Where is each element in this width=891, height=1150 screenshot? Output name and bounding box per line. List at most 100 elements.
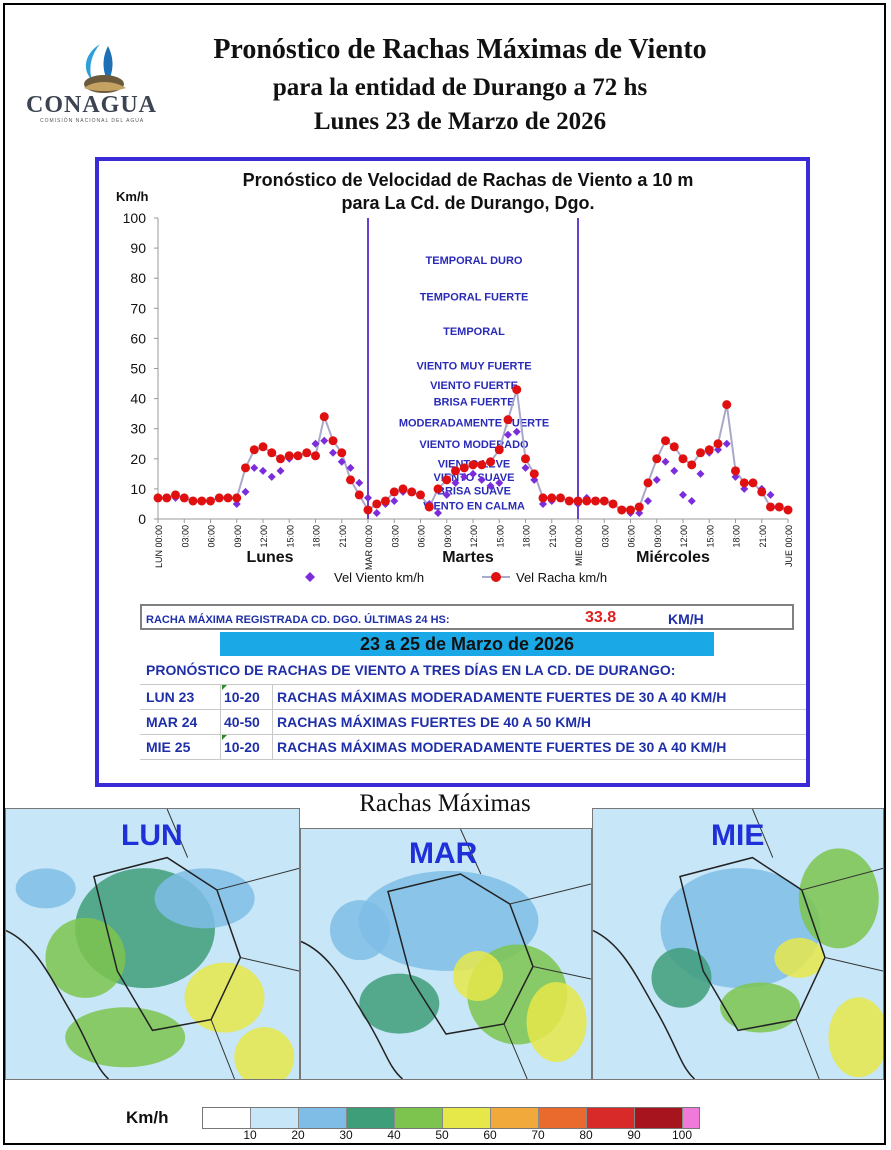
point-racha xyxy=(337,448,347,458)
point-viento xyxy=(460,472,469,481)
x-tick-label: JUE 00:00 xyxy=(784,525,794,567)
max-recorded-label: RACHA MÁXIMA REGISTRADA CD. DGO. ÚLTIMAS… xyxy=(146,614,450,626)
point-viento xyxy=(696,469,705,478)
colorbar-swatch xyxy=(347,1108,395,1128)
colorbar-tick-label: 50 xyxy=(435,1128,449,1142)
colorbar-swatch xyxy=(491,1108,539,1128)
logo-subtitle: COMISIÓN NACIONAL DEL AGUA xyxy=(40,118,145,124)
point-racha xyxy=(381,496,390,506)
point-racha xyxy=(652,454,662,464)
beaufort-label: TEMPORAL FUERTE xyxy=(420,291,529,303)
point-viento xyxy=(259,466,267,475)
page-frame xyxy=(3,3,886,1145)
point-racha xyxy=(503,415,513,425)
point-racha xyxy=(713,439,723,449)
forecast-range: 10-20 xyxy=(224,739,260,755)
point-racha xyxy=(188,496,198,506)
y-tick-label: 80 xyxy=(130,270,146,286)
colorbar-swatch xyxy=(443,1108,491,1128)
y-tick-label: 10 xyxy=(130,481,146,497)
forecast-row: MIE 25 10-20 RACHAS MÁXIMAS MODERADAMENT… xyxy=(140,734,806,760)
x-tick-label: 21:00 xyxy=(548,525,558,548)
y-tick-label: 40 xyxy=(130,391,146,407)
colorbar-tick-label: 90 xyxy=(627,1128,641,1142)
x-tick-label: 21:00 xyxy=(338,525,348,548)
forecast-description: RACHAS MÁXIMAS MODERADAMENTE FUERTES DE … xyxy=(277,739,727,755)
point-racha xyxy=(669,442,679,452)
colorbar-tick-label: 100 xyxy=(671,1128,693,1142)
y-tick-label: 60 xyxy=(130,330,146,346)
point-viento xyxy=(679,490,687,499)
point-viento xyxy=(346,463,355,472)
point-racha xyxy=(556,493,565,503)
colorbar-swatch xyxy=(395,1108,443,1128)
conagua-logo xyxy=(84,44,126,93)
point-racha xyxy=(486,457,495,467)
point-racha xyxy=(599,496,609,506)
colorbar xyxy=(202,1107,700,1129)
point-racha xyxy=(494,445,504,455)
point-viento xyxy=(687,496,696,505)
x-tick-label: 12:00 xyxy=(679,525,689,548)
x-tick-label: LUN 00:00 xyxy=(154,525,164,568)
colorbar-tick-label: 10 xyxy=(243,1128,257,1142)
point-racha xyxy=(687,460,697,470)
legend-label-racha: Vel Racha km/h xyxy=(516,570,607,585)
point-viento xyxy=(390,496,399,505)
max-recorded-value: 33.8 xyxy=(585,609,617,626)
point-racha xyxy=(171,490,180,500)
x-tick-label: 09:00 xyxy=(233,525,243,548)
point-racha xyxy=(608,499,618,509)
point-racha xyxy=(407,487,417,497)
page-date: Lunes 23 de Marzo de 2026 xyxy=(313,108,607,135)
point-racha xyxy=(223,493,233,503)
point-viento xyxy=(241,487,250,496)
point-racha xyxy=(626,505,635,515)
map-field xyxy=(301,829,591,1079)
point-racha xyxy=(512,385,522,395)
max-recorded-unit: KM/H xyxy=(668,611,704,627)
point-racha xyxy=(538,493,548,503)
beaufort-label: VIENTO MODERADO xyxy=(419,439,529,451)
colorbar-tick-label: 70 xyxy=(531,1128,545,1142)
point-racha xyxy=(442,475,452,485)
y-tick-label: 90 xyxy=(130,240,146,256)
page-subtitle: para la entidad de Durango a 72 hs xyxy=(272,74,648,101)
point-racha xyxy=(573,496,583,506)
point-racha xyxy=(757,487,767,497)
beaufort-label: VIENTO EN CALMA xyxy=(423,500,525,512)
point-racha xyxy=(739,478,749,488)
point-racha xyxy=(214,493,224,503)
colorbar-tick-label: 30 xyxy=(339,1128,353,1142)
point-viento xyxy=(477,475,486,484)
colorbar-label: Km/h xyxy=(126,1108,169,1127)
map-label: MAR xyxy=(409,837,478,870)
beaufort-label: BRISA FUERTE xyxy=(434,397,515,409)
chart-title: Pronóstico de Velocidad de Rachas de Vie… xyxy=(243,170,694,190)
forecast-row: MAR 24 40-50 RACHAS MÁXIMAS FUERTES DE 4… xyxy=(140,709,806,734)
forecast-map-mar: MAR xyxy=(300,828,592,1080)
point-racha xyxy=(398,484,408,494)
point-viento xyxy=(661,457,670,466)
point-viento xyxy=(329,448,337,457)
point-racha xyxy=(766,502,775,512)
point-viento xyxy=(320,436,329,445)
chart-subtitle: para La Cd. de Durango, Dgo. xyxy=(341,193,594,213)
beaufort-label: TEMPORAL xyxy=(443,326,505,338)
day-label: Martes xyxy=(442,549,494,566)
x-tick-label: 09:00 xyxy=(653,525,663,548)
point-viento xyxy=(267,472,276,481)
point-racha xyxy=(249,445,259,455)
maps-title: Rachas Máximas xyxy=(359,790,531,817)
point-racha xyxy=(748,478,758,488)
legend-marker-viento xyxy=(305,572,315,582)
point-viento xyxy=(469,469,477,478)
x-tick-label: 03:00 xyxy=(180,525,190,548)
point-racha xyxy=(302,448,312,458)
colorbar-swatch xyxy=(539,1108,587,1128)
point-viento xyxy=(652,475,661,484)
x-tick-label: 12:00 xyxy=(469,525,479,548)
point-racha xyxy=(661,436,670,446)
point-racha xyxy=(582,496,592,506)
forecast-range: 10-20 xyxy=(224,689,260,705)
